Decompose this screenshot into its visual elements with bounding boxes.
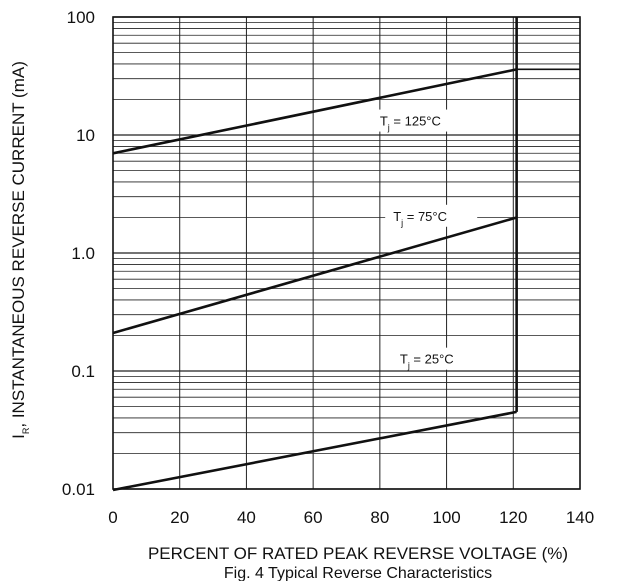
curve-label-text: = 125°C [390, 114, 441, 129]
x-axis-label: PERCENT OF RATED PEAK REVERSE VOLTAGE (%… [148, 544, 568, 563]
y-tick-label: 1.0 [71, 244, 95, 263]
curve-label: Tj = 75°C [393, 209, 447, 228]
curve-label-symbol: T [393, 209, 401, 224]
curve-label-background [371, 109, 464, 132]
curve-label-subscript: j [387, 123, 390, 133]
y-axis-label-text: , INSTANTANEOUS REVERSE CURRENT (mA) [9, 61, 28, 427]
series-lines [112, 17, 580, 492]
y-axis-label-subscript: R [21, 427, 31, 434]
grid-lines [112, 16, 581, 490]
x-tick-label: 100 [432, 508, 460, 527]
y-tick-label: 10 [76, 126, 95, 145]
tick-labels: 0 20 40 60 80 100 120 140 0.01 0.1 1.0 10 100 [62, 8, 594, 527]
curve-label-text: = 75°C [403, 209, 447, 224]
y-axis-label: IR, INSTANTANEOUS REVERSE CURRENT (mA) [9, 61, 31, 439]
y-tick-label: 0.01 [62, 480, 95, 499]
curve-label: Tj = 25°C [400, 352, 454, 371]
x-tick-label: 80 [370, 508, 389, 527]
series-line [112, 216, 517, 335]
curve-label: Tj = 125°C [380, 114, 441, 133]
x-tick-label: 20 [170, 508, 189, 527]
x-tick-label: 120 [499, 508, 527, 527]
x-tick-label: 40 [237, 508, 256, 527]
x-tick-label: 0 [108, 508, 117, 527]
curve-label-text: = 25°C [410, 352, 454, 367]
y-tick-label: 100 [67, 8, 95, 27]
series-line [112, 410, 517, 492]
curve-label-subscript: j [407, 361, 410, 371]
curve-label-symbol: T [400, 352, 408, 367]
curve-label-symbol: T [380, 114, 388, 129]
y-tick-label: 0.1 [71, 362, 95, 381]
curve-label-subscript: j [400, 218, 403, 228]
x-tick-label: 60 [304, 508, 323, 527]
curve-labels: Tj = 125°CTj = 75°CTj = 25°C [371, 109, 484, 371]
curve-label-background [391, 347, 484, 370]
plot-border [112, 16, 581, 490]
y-axis-label-symbol: I [9, 434, 28, 439]
series-line [112, 68, 517, 155]
figure-caption: Fig. 4 Typical Reverse Characteristics [224, 565, 492, 581]
curve-label-background [385, 204, 478, 227]
x-tick-label: 140 [566, 508, 594, 527]
